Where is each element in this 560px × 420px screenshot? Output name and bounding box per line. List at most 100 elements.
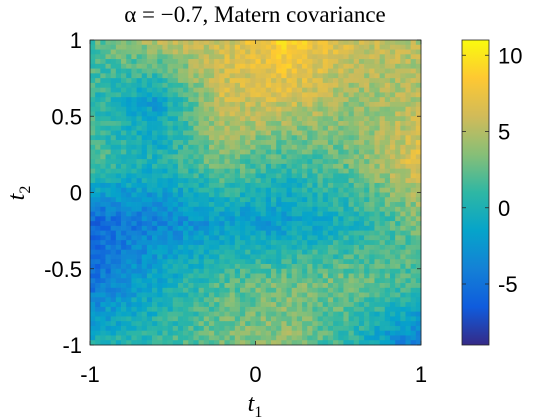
- heatmap-cell: [410, 59, 417, 65]
- heatmap-cell: [265, 116, 272, 122]
- heatmap-cell: [286, 106, 293, 112]
- heatmap-cell: [95, 135, 101, 141]
- heatmap-cell: [358, 59, 365, 65]
- heatmap-cell: [307, 87, 313, 93]
- heatmap-cell: [250, 54, 256, 60]
- heatmap-cell: [276, 249, 282, 255]
- heatmap-cell: [157, 192, 163, 198]
- heatmap-cell: [302, 163, 308, 170]
- heatmap-cell: [353, 182, 360, 189]
- heatmap-cell: [188, 316, 194, 322]
- heatmap-cell: [353, 178, 360, 184]
- heatmap-cell: [400, 187, 406, 193]
- heatmap-cell: [312, 211, 318, 217]
- heatmap-cell: [105, 144, 112, 150]
- heatmap-cell: [141, 325, 148, 332]
- heatmap-cell: [364, 54, 370, 60]
- heatmap-cell: [121, 82, 127, 89]
- heatmap-cell: [167, 235, 174, 241]
- heatmap-cell: [415, 292, 422, 298]
- heatmap-cell: [141, 311, 148, 317]
- heatmap-cell: [172, 140, 179, 146]
- heatmap-cell: [317, 268, 324, 274]
- heatmap-cell: [152, 249, 158, 255]
- heatmap-cell: [90, 302, 96, 308]
- heatmap-cell: [364, 82, 370, 89]
- heatmap-cell: [312, 111, 318, 117]
- heatmap-cell: [348, 154, 355, 160]
- heatmap-cell: [126, 254, 132, 260]
- heatmap-cell: [338, 268, 344, 274]
- heatmap-cell: [384, 63, 391, 69]
- heatmap-cell: [271, 144, 277, 150]
- heatmap-cell: [152, 173, 158, 179]
- heatmap-cell: [255, 82, 262, 89]
- heatmap-cell: [115, 111, 122, 117]
- heatmap-cell: [172, 63, 179, 69]
- heatmap-cell: [162, 130, 168, 136]
- heatmap-cell: [389, 216, 396, 222]
- heatmap-cell: [343, 311, 349, 317]
- heatmap-cell: [415, 92, 422, 98]
- heatmap-cell: [152, 330, 158, 336]
- heatmap-cell: [307, 106, 313, 112]
- heatmap-cell: [395, 235, 401, 241]
- heatmap-cell: [286, 340, 293, 346]
- heatmap-cell: [121, 68, 127, 74]
- heatmap-cell: [172, 192, 179, 198]
- heatmap-cell: [239, 130, 246, 136]
- heatmap-cell: [177, 78, 184, 84]
- heatmap-cell: [327, 44, 334, 50]
- heatmap-cell: [90, 73, 96, 79]
- heatmap-cell: [369, 182, 375, 189]
- heatmap-cell: [395, 178, 401, 184]
- heatmap-cell: [146, 187, 153, 193]
- heatmap-cell: [307, 144, 313, 150]
- heatmap-cell: [415, 82, 422, 89]
- heatmap-cell: [281, 173, 287, 179]
- heatmap-cell: [358, 192, 365, 198]
- heatmap-cell: [229, 216, 236, 222]
- heatmap-cell: [348, 221, 355, 227]
- heatmap-cell: [389, 235, 396, 241]
- heatmap-cell: [162, 225, 168, 231]
- heatmap-cell: [239, 44, 246, 50]
- heatmap-cell: [415, 182, 422, 189]
- heatmap-cell: [255, 263, 262, 270]
- heatmap-cell: [333, 249, 339, 255]
- heatmap-cell: [333, 302, 339, 308]
- heatmap-cell: [203, 235, 210, 241]
- heatmap-cell: [198, 259, 205, 265]
- heatmap-cell: [229, 221, 236, 227]
- heatmap-cell: [110, 154, 117, 160]
- heatmap-cell: [281, 101, 287, 108]
- heatmap-cell: [121, 116, 127, 122]
- heatmap-cell: [395, 40, 401, 46]
- heatmap-cell: [219, 144, 225, 150]
- heatmap-cell: [90, 159, 96, 165]
- heatmap-cell: [317, 82, 324, 89]
- heatmap-cell: [141, 140, 148, 146]
- heatmap-cell: [364, 321, 370, 327]
- heatmap-cell: [162, 125, 168, 131]
- heatmap-cell: [302, 325, 308, 332]
- heatmap-cell: [260, 316, 267, 322]
- heatmap-cell: [410, 273, 417, 279]
- heatmap-cell: [296, 306, 303, 312]
- heatmap-cell: [157, 163, 163, 170]
- heatmap-cell: [90, 340, 96, 346]
- heatmap-cell: [312, 182, 318, 189]
- heatmap-cell: [115, 340, 122, 346]
- heatmap-cell: [188, 173, 194, 179]
- heatmap-cell: [333, 82, 339, 89]
- heatmap-cell: [317, 216, 324, 222]
- heatmap-cell: [410, 325, 417, 332]
- heatmap-cell: [110, 140, 117, 146]
- heatmap-cell: [276, 302, 282, 308]
- heatmap-cell: [286, 259, 293, 265]
- heatmap-cell: [322, 230, 329, 236]
- heatmap-cell: [353, 235, 360, 241]
- heatmap-cell: [395, 92, 401, 98]
- heatmap-cell: [152, 63, 158, 69]
- heatmap-cell: [364, 325, 370, 332]
